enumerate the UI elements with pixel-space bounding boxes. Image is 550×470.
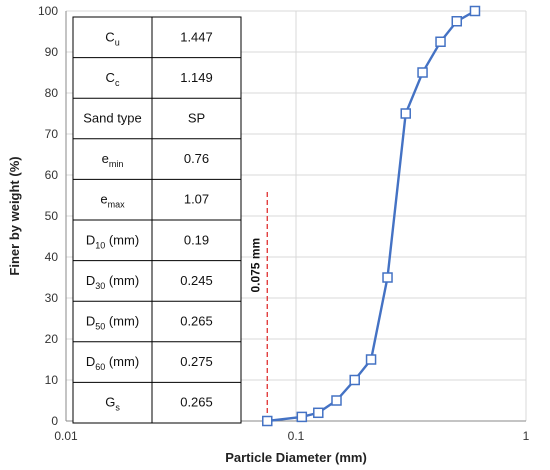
table-symbol-label: D30 (mm) — [86, 273, 139, 291]
y-tick-label: 80 — [45, 86, 59, 100]
table-symbol-label: Cc — [106, 70, 120, 88]
data-point — [296, 411, 308, 423]
data-point — [417, 67, 428, 78]
data-point — [435, 36, 446, 47]
reference-line-group: 0.075 mm — [248, 189, 268, 421]
data-point — [331, 395, 342, 406]
x-tick-label: 0.01 — [54, 429, 78, 443]
y-tick-label: 50 — [45, 209, 59, 223]
table-value: 0.76 — [184, 151, 209, 166]
data-point — [469, 5, 481, 17]
data-point — [382, 272, 393, 283]
tick-labels: 0 10 20 30 40 50 60 70 80 90 100 0.01 0.1 1 — [38, 4, 530, 443]
table-value: 0.245 — [180, 273, 213, 288]
table-value: 1.149 — [180, 70, 213, 85]
table-value: 0.265 — [180, 314, 213, 329]
table-value: SP — [188, 111, 205, 126]
y-tick-label: 60 — [45, 168, 59, 182]
properties-table: Cu 1.447 Cc 1.149 Sand type SP emin 0.76 emax 1.0… — [72, 16, 242, 424]
table-value: 0.265 — [180, 395, 213, 410]
data-point — [365, 354, 377, 365]
table-value: 1.07 — [184, 192, 209, 207]
y-tick-label: 40 — [45, 250, 59, 264]
y-tick-label: 30 — [45, 291, 59, 305]
table-value: 1.447 — [180, 29, 213, 44]
table-value: 0.275 — [180, 354, 213, 369]
y-tick-label: 70 — [45, 127, 59, 141]
y-axis-label: Finer by weight (%) — [7, 156, 22, 275]
y-tick-label: 20 — [45, 332, 59, 346]
table-symbol-label: D60 (mm) — [86, 354, 139, 372]
table-value: 0.19 — [184, 232, 209, 247]
data-point — [451, 16, 463, 27]
y-tick-label: 10 — [45, 373, 59, 387]
y-tick-label: 100 — [38, 4, 58, 18]
x-axis-label: Particle Diameter (mm) — [225, 450, 367, 465]
x-tick-label: 0.1 — [288, 429, 305, 443]
table-symbol-label: emin — [102, 151, 124, 169]
reference-line-label: 0.075 mm — [248, 238, 262, 293]
table-symbol-label: D10 (mm) — [86, 232, 139, 250]
data-point — [313, 407, 324, 419]
data-point — [262, 415, 273, 427]
table-symbol-label: D50 (mm) — [86, 314, 139, 332]
x-tick-label: 1 — [523, 429, 530, 443]
table-symbol-label: Cu — [105, 29, 119, 47]
table-symbol-label: Sand type — [83, 111, 142, 126]
table-symbol-label: Gs — [105, 395, 120, 413]
data-point — [349, 374, 360, 386]
series-group — [262, 5, 481, 427]
y-tick-label: 0 — [51, 414, 58, 428]
data-point — [400, 108, 411, 119]
y-tick-label: 90 — [45, 45, 59, 59]
table-symbol-label: emax — [100, 192, 125, 210]
